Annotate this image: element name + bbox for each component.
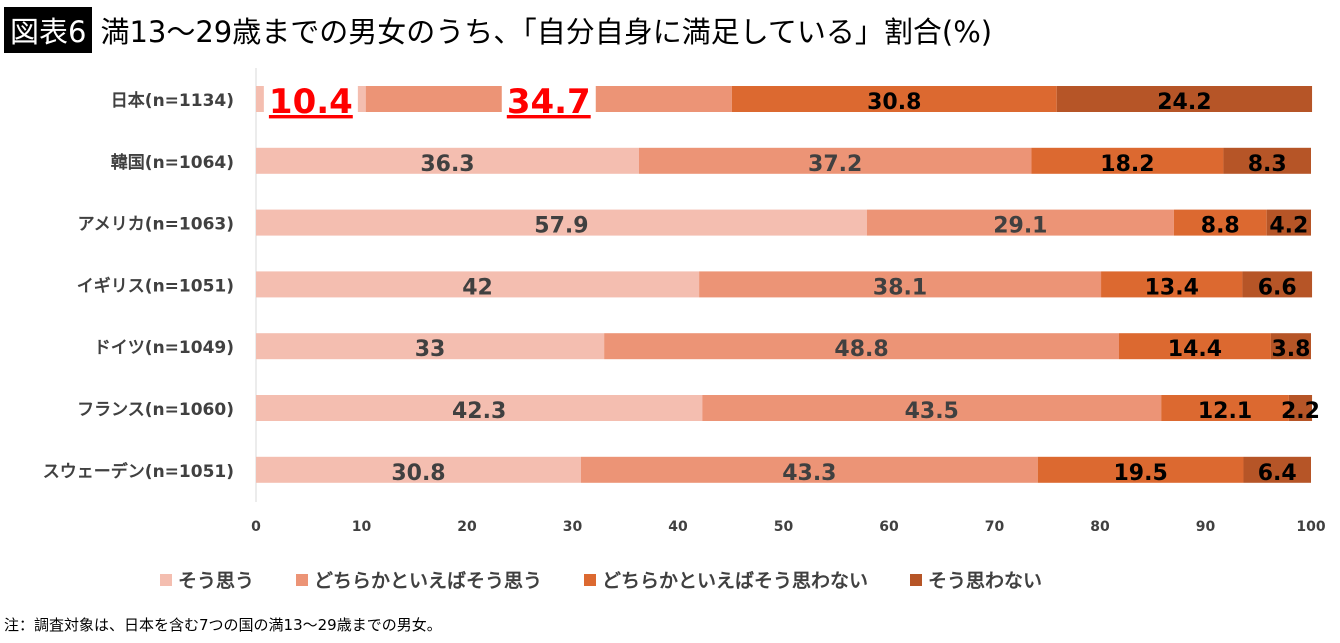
figure-badge: 図表6 bbox=[4, 7, 93, 53]
bar-segment bbox=[1288, 395, 1313, 421]
x-tick-label: 0 bbox=[251, 519, 261, 535]
data-label: 43.5 bbox=[905, 399, 959, 424]
data-label: 6.6 bbox=[1258, 275, 1297, 300]
x-tick-label: 30 bbox=[563, 519, 583, 535]
data-label: 33 bbox=[415, 337, 446, 362]
x-tick-label: 90 bbox=[1196, 519, 1216, 535]
bar-segment bbox=[1270, 333, 1311, 360]
bar-segment bbox=[1223, 147, 1311, 174]
data-label: 34.7 bbox=[507, 82, 591, 122]
bar-segment bbox=[256, 456, 581, 483]
data-label: 12.1 bbox=[1198, 399, 1252, 424]
x-tick-label: 40 bbox=[668, 519, 688, 535]
x-tick-label: 60 bbox=[879, 519, 899, 535]
data-label: 6.4 bbox=[1258, 461, 1297, 486]
legend: そう思う どちらかといえばそう思う どちらかといえばそう思わない そう思わない bbox=[160, 566, 1042, 593]
bar-segment bbox=[604, 333, 1119, 360]
legend-label: そう思わない bbox=[928, 570, 1043, 592]
data-label: 38.1 bbox=[873, 275, 927, 300]
label-background bbox=[263, 83, 358, 119]
data-label: 30.8 bbox=[391, 461, 445, 486]
bar-segment bbox=[1161, 395, 1289, 421]
category-label: ドイツ(n=1049) bbox=[94, 338, 234, 358]
bar-segment bbox=[699, 271, 1102, 298]
x-tick-label: 100 bbox=[1296, 519, 1325, 535]
bar-segment bbox=[1101, 271, 1243, 298]
legend-item: どちらかといえばそう思わない bbox=[584, 566, 868, 593]
legend-swatch bbox=[584, 573, 597, 586]
legend-swatch bbox=[160, 573, 172, 586]
bar-segment bbox=[1173, 209, 1267, 236]
legend-swatch bbox=[910, 573, 923, 586]
category-label: 日本(n=1134) bbox=[111, 90, 234, 111]
bar-segment bbox=[256, 395, 703, 421]
bar-segment bbox=[638, 147, 1032, 174]
legend-item: そう思う bbox=[160, 566, 254, 593]
bar-segment bbox=[1118, 333, 1271, 360]
category-label: スウェーデン(n=1051) bbox=[43, 461, 234, 482]
category-label: イギリス(n=1051) bbox=[77, 276, 234, 296]
data-label: 4.2 bbox=[1269, 214, 1308, 239]
data-label: 14.4 bbox=[1168, 337, 1222, 362]
legend-label: そう思う bbox=[178, 570, 255, 592]
legend-swatch bbox=[296, 573, 309, 586]
stacked-bar-chart: 日本(n=1134) 10.4 34.7 30.8 24.2 韓国(n=1064) 36.3… bbox=[43, 68, 1326, 535]
bar-segment bbox=[580, 456, 1038, 483]
bar-segment bbox=[1037, 456, 1244, 483]
bar-segment bbox=[256, 147, 639, 174]
legend-item: そう思わない bbox=[910, 566, 1042, 593]
data-label: 30.8 bbox=[867, 90, 921, 115]
bar-segment bbox=[1242, 271, 1313, 298]
category-label: 韓国(n=1064) bbox=[111, 152, 234, 173]
x-tick-label: 50 bbox=[774, 519, 794, 535]
legend-label: どちらかといえばそう思う bbox=[314, 570, 543, 592]
data-label: 13.4 bbox=[1145, 275, 1199, 300]
bar-segment bbox=[1243, 456, 1311, 483]
data-label: 43.3 bbox=[782, 461, 836, 486]
footnote: 注：調査対象は、日本を含む7つの国の満13〜29歳までの男女。 bbox=[4, 616, 442, 634]
data-label: 36.3 bbox=[420, 152, 474, 177]
x-tick-label: 70 bbox=[985, 519, 1005, 535]
category-label: フランス(n=1060) bbox=[77, 400, 234, 420]
data-label: 37.2 bbox=[808, 152, 862, 177]
data-label: 29.1 bbox=[993, 214, 1047, 239]
data-label: 42 bbox=[462, 275, 493, 300]
bar-segment bbox=[866, 209, 1174, 236]
data-label: 8.8 bbox=[1201, 214, 1240, 239]
bar-segment bbox=[256, 209, 867, 236]
data-label: 2.2 bbox=[1281, 399, 1320, 424]
data-label: 19.5 bbox=[1113, 461, 1167, 486]
x-tick-label: 10 bbox=[352, 519, 372, 535]
data-label: 57.9 bbox=[534, 214, 588, 239]
bar-segment bbox=[1056, 86, 1313, 112]
data-label: 24.2 bbox=[1157, 90, 1211, 115]
bar-segment bbox=[702, 395, 1162, 421]
data-label: 8.3 bbox=[1248, 152, 1287, 177]
label-background bbox=[501, 83, 596, 119]
category-label: アメリカ(n=1063) bbox=[78, 215, 234, 235]
title-text: 満13〜29歳までの男女のうち、「自分自身に満足している」割合(%) bbox=[100, 15, 993, 49]
legend-label: どちらかといえばそう思わない bbox=[602, 570, 869, 592]
data-label: 10.4 bbox=[269, 82, 353, 122]
bar-segment bbox=[1266, 209, 1311, 236]
data-label: 18.2 bbox=[1100, 152, 1154, 177]
chart-title: 図表6 満13〜29歳までの男女のうち、「自分自身に満足している」割合(%) bbox=[4, 7, 993, 53]
data-label: 3.8 bbox=[1271, 337, 1310, 362]
bar-segment bbox=[1031, 147, 1224, 174]
bar-segment bbox=[731, 86, 1057, 112]
data-label: 42.3 bbox=[452, 399, 506, 424]
data-label: 48.8 bbox=[834, 337, 888, 362]
x-tick-label: 80 bbox=[1090, 519, 1110, 535]
bar-segment bbox=[256, 333, 605, 360]
legend-item: どちらかといえばそう思う bbox=[296, 566, 542, 593]
x-tick-label: 20 bbox=[457, 519, 477, 535]
bar-segment bbox=[256, 271, 700, 298]
